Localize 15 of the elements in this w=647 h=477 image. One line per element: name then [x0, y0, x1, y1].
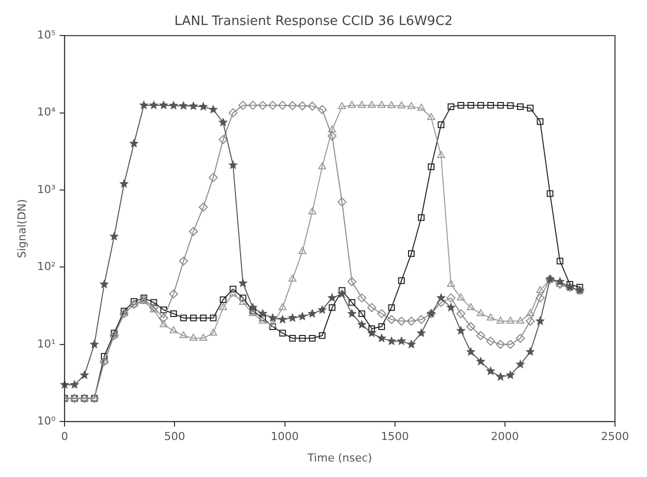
x-tick-label: 0 — [61, 430, 68, 444]
y-tick-label: 10⁰ — [37, 414, 56, 428]
x-tick-label: 1000 — [270, 430, 299, 444]
y-tick-label: 10² — [37, 260, 56, 274]
x-tick-label: 2500 — [601, 430, 629, 444]
x-axis-title: Time (nsec) — [306, 451, 372, 464]
x-tick-label: 1500 — [380, 430, 409, 444]
y-tick-label: 10¹ — [37, 337, 56, 350]
y-tick-label: 10⁵ — [37, 28, 56, 42]
y-tick-label: 10³ — [37, 182, 56, 196]
chart-title: LANL Transient Response CCID 36 L6W9C2 — [174, 14, 453, 30]
x-tick-label: 500 — [164, 430, 186, 444]
x-tick-label: 2000 — [490, 430, 519, 444]
y-tick-label: 10⁴ — [37, 106, 56, 119]
y-axis-title: Signal(DN) — [15, 199, 28, 258]
